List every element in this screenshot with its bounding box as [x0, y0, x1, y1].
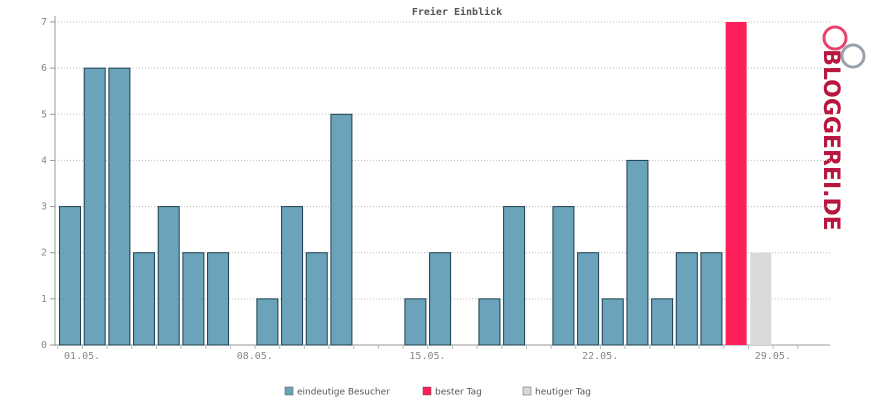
legend-label: heutiger Tag: [535, 388, 591, 398]
legend-swatch: [422, 386, 432, 396]
bar: [157, 206, 180, 346]
y-tick-label: 2: [41, 248, 47, 259]
bar: [207, 252, 230, 346]
y-tick-label: 5: [41, 109, 47, 120]
bar: [478, 298, 501, 346]
x-tick-label: 08.05.: [237, 351, 273, 362]
logo-text: BLOGGEREI.DE: [818, 49, 843, 231]
bar: [700, 252, 723, 346]
bar: [281, 206, 304, 346]
chart-title: Freier Einblick: [412, 6, 502, 18]
x-tick-label: 29.05.: [755, 351, 791, 362]
bar: [675, 252, 698, 346]
x-tick-label: 15.05.: [409, 351, 445, 362]
logo-icon: [822, 25, 866, 69]
y-tick-label: 3: [41, 202, 47, 213]
x-tick-label: 01.05.: [64, 351, 100, 362]
legend-label: eindeutige Besucher: [297, 388, 390, 398]
bar: [305, 252, 328, 346]
legend-swatch: [522, 386, 532, 396]
bar: [256, 298, 279, 346]
y-tick-label: 1: [41, 294, 47, 305]
bar: [750, 252, 772, 345]
bar: [182, 252, 205, 346]
bar: [429, 252, 452, 346]
bar: [503, 206, 526, 346]
bar: [725, 22, 747, 345]
y-tick-label: 0: [41, 340, 47, 351]
bar: [626, 159, 649, 346]
bar: [404, 298, 427, 346]
x-tick-label: 22.05.: [582, 351, 618, 362]
bar: [601, 298, 624, 346]
bar: [133, 252, 156, 346]
bar: [83, 67, 106, 346]
bar: [59, 206, 82, 346]
bar: [651, 298, 674, 346]
bar: [552, 206, 575, 346]
y-tick-label: 7: [41, 17, 47, 28]
legend-label: bester Tag: [435, 388, 482, 398]
y-tick-label: 6: [41, 63, 47, 74]
bar: [330, 113, 353, 346]
legend-swatch: [284, 386, 294, 396]
bar: [577, 252, 600, 346]
y-tick-label: 4: [41, 155, 47, 166]
bar: [108, 67, 131, 346]
